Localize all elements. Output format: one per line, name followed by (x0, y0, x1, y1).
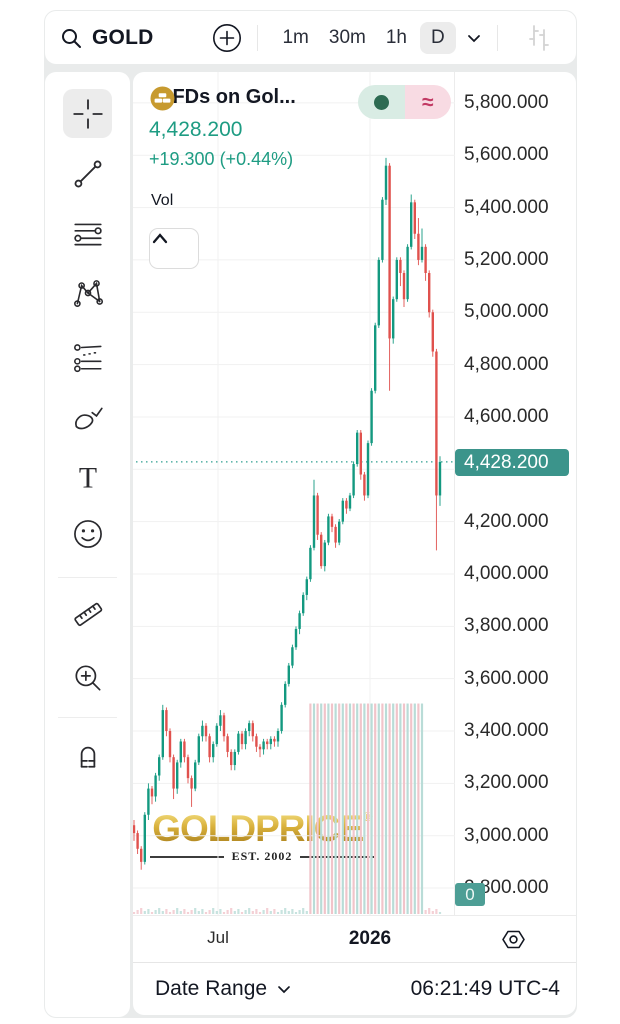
chart-mode-toggle[interactable]: ≈ (358, 85, 451, 119)
price-tick-label: 3,800.000 (464, 615, 549, 637)
collapse-legend-button[interactable] (149, 228, 199, 269)
chart-widget: GOLD 1m 30m 1h D (44, 10, 577, 1018)
candlestick-chart (133, 72, 455, 915)
price-tick-label: 3,000.000 (464, 824, 549, 846)
drawing-tools-sidebar: T (45, 72, 130, 1017)
crosshair-icon (72, 98, 103, 129)
compare-add-icon[interactable] (211, 22, 243, 54)
trend-line-tool[interactable] (63, 149, 112, 198)
price-tick-label: 4,800.000 (464, 353, 549, 375)
timeframe-30m[interactable]: 30m (328, 26, 366, 48)
symbol-title[interactable]: CFDs on Gol... (158, 86, 296, 108)
parallel-channel-tool[interactable] (63, 331, 112, 380)
trend-line-icon (74, 160, 101, 187)
fib-retracement-icon (73, 223, 102, 245)
brush-tool[interactable] (63, 393, 112, 442)
emoji-icon (73, 519, 102, 548)
date-range-button[interactable]: Date Range (155, 977, 292, 1001)
price-tick-label: 4,600.000 (464, 405, 549, 427)
price-tick-label: 3,200.000 (464, 772, 549, 794)
crosshair-tool[interactable] (63, 89, 112, 138)
time-tick-label: 2026 (348, 928, 392, 949)
emoji-tool[interactable] (63, 509, 112, 558)
current-price-badge: 4,428.200 (455, 448, 569, 476)
chart-panel: GOLDPRICE® EST. 2002 CFDs on Gol... ≈ 4,… (133, 72, 576, 1015)
approx-icon: ≈ (421, 90, 434, 114)
volume-label[interactable]: Vol (151, 192, 174, 209)
xabcd-pattern-icon (73, 279, 103, 307)
last-price: 4,428.200 (149, 118, 243, 141)
price-tick-label: 4,000.000 (464, 562, 549, 584)
clock-utc: 06:21:49 UTC-4 (410, 977, 560, 1000)
symbol-search-button[interactable]: GOLD (92, 25, 154, 49)
zoom-in-tool[interactable] (63, 653, 112, 702)
brush-icon (74, 407, 103, 429)
price-tick-label: 3,400.000 (464, 720, 549, 741)
magnet-tool[interactable] (63, 729, 112, 778)
line-mode-option[interactable]: ≈ (404, 85, 451, 119)
time-axis[interactable]: Jul 2026 (133, 915, 576, 962)
chevron-down-icon (278, 986, 290, 994)
price-tick-label: 2,800.000 (464, 877, 549, 899)
xabcd-pattern-tool[interactable] (63, 268, 112, 317)
toolbar-divider (257, 24, 259, 51)
price-tick-label: 5,200.000 (464, 248, 549, 270)
volume-zero-badge: 0 (455, 883, 485, 906)
parallel-channel-icon (73, 343, 102, 372)
sidebar-divider (58, 577, 117, 578)
goldprice-watermark: GOLDPRICE® EST. 2002 (150, 810, 375, 864)
price-tick-label: 4,200.000 (464, 510, 549, 532)
time-tick-label: Jul (207, 928, 229, 947)
timeframe-daily[interactable]: D (419, 21, 456, 54)
chart-plot-area[interactable]: GOLDPRICE® EST. 2002 CFDs on Gol... ≈ 4,… (133, 72, 455, 915)
dot-icon (373, 94, 389, 110)
ruler-icon (73, 602, 102, 626)
search-icon[interactable] (59, 26, 83, 50)
text-tool[interactable]: T (63, 451, 112, 500)
price-tick-label: 3,600.000 (464, 667, 549, 689)
axis-settings-icon[interactable] (501, 927, 526, 957)
candles-mode-option[interactable] (358, 85, 405, 119)
price-tick-label: 5,400.000 (464, 196, 549, 218)
top-toolbar: GOLD 1m 30m 1h D (45, 11, 576, 64)
chevron-up-icon (152, 233, 168, 244)
fib-retracement-tool[interactable] (63, 209, 112, 258)
bottom-bar: Date Range 06:21:49 UTC-4 (133, 962, 576, 1015)
chevron-down-icon[interactable] (465, 29, 483, 47)
price-tick-label: 5,000.000 (464, 301, 549, 323)
price-tick-label: 5,600.000 (464, 144, 549, 166)
est-2002-label: EST. 2002 (231, 849, 293, 863)
timeframe-1m[interactable]: 1m (282, 26, 309, 48)
svg-text:T: T (78, 461, 96, 492)
ruler-tool[interactable] (63, 589, 112, 638)
price-tick-label: 5,800.000 (464, 91, 549, 113)
text-icon: T (78, 461, 96, 492)
toolbar-divider (496, 24, 498, 51)
timeframe-1h[interactable]: 1h (385, 26, 407, 48)
price-axis[interactable]: 5,800.000 5,600.000 5,400.000 5,200.000 5,00… (455, 72, 576, 915)
sidebar-divider (58, 717, 117, 718)
price-change: +19.300 (+0.44%) (149, 149, 294, 169)
magnet-icon (80, 746, 95, 768)
zoom-in-icon (74, 664, 101, 691)
chart-style-icon[interactable] (522, 21, 556, 55)
